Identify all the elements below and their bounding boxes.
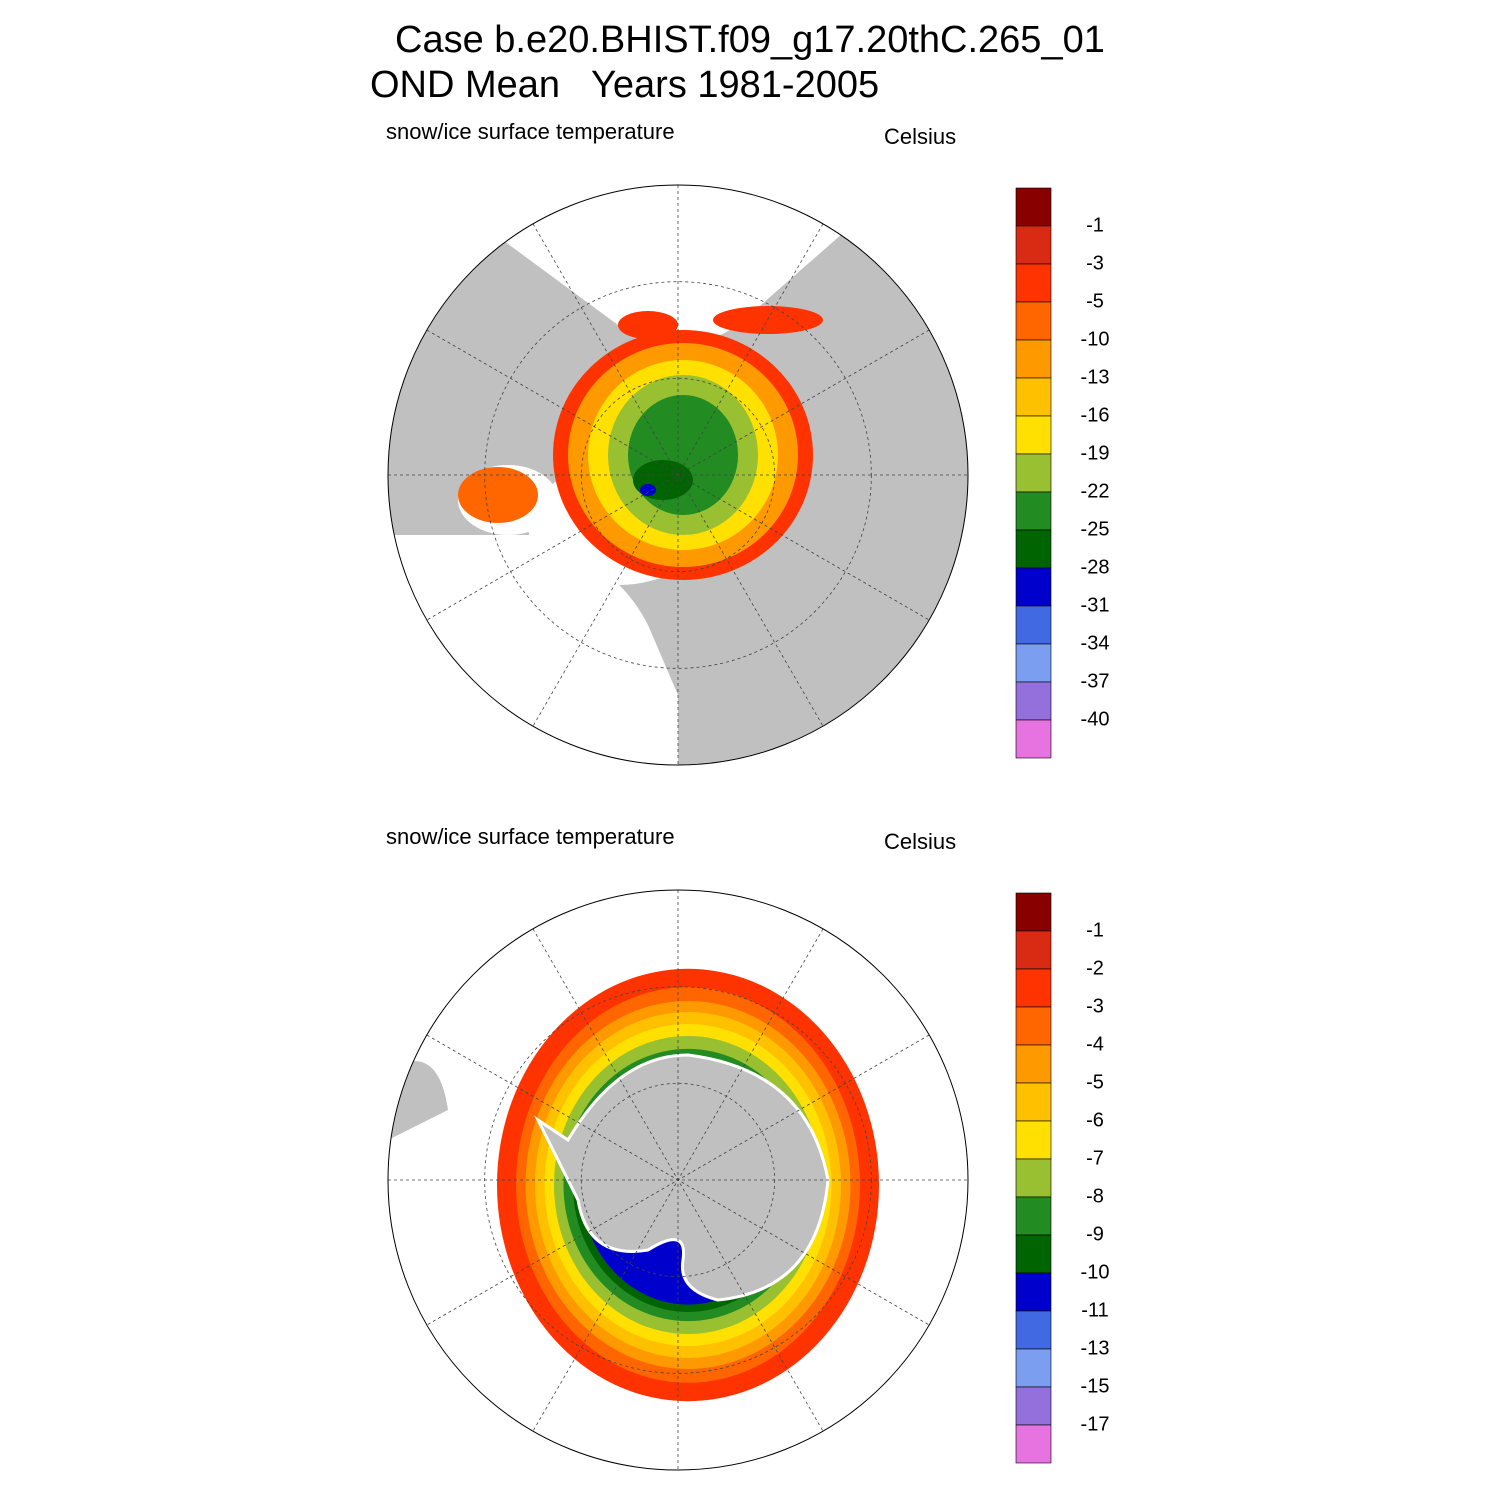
colorbar-box	[1015, 1120, 1052, 1160]
panel-label: snow/ice surface temperature	[386, 824, 675, 849]
colorbar-box	[1015, 529, 1052, 569]
units-label: Celsius	[884, 829, 956, 854]
colorbar-label: -28	[1081, 556, 1110, 578]
colorbar-box	[1015, 1272, 1052, 1312]
colorbar-box	[1015, 1234, 1052, 1274]
colorbar-box	[1015, 1044, 1052, 1084]
colorbar-box	[1015, 377, 1052, 417]
sea-ice	[640, 484, 656, 496]
colorbar-box	[1015, 1310, 1052, 1350]
colorbar-label: -11	[1081, 1299, 1108, 1321]
colorbar-box	[1015, 187, 1052, 227]
colorbar-box	[1015, 1006, 1052, 1046]
panel-label: snow/ice surface temperature	[386, 119, 675, 144]
units-label: Celsius	[884, 124, 956, 149]
colorbar-label: -10	[1081, 1261, 1110, 1283]
map-border	[387, 184, 969, 766]
colorbar-label: -1	[1086, 919, 1104, 941]
colorbar-box	[1015, 681, 1052, 721]
colorbar-box	[1015, 1348, 1052, 1388]
colorbar-label: -2	[1086, 957, 1104, 979]
colorbar-label: -15	[1081, 1375, 1110, 1397]
colorbar-box	[1015, 263, 1052, 303]
colorbar-label: -6	[1086, 1109, 1104, 1131]
colorbar-label: -37	[1081, 670, 1110, 692]
colorbar-box	[1015, 1082, 1052, 1122]
colorbar-label: -7	[1086, 1147, 1104, 1169]
colorbar-box	[1015, 567, 1052, 607]
colorbar-box	[1015, 453, 1052, 493]
colorbar-label: -40	[1081, 708, 1110, 730]
colorbar-box	[1015, 605, 1052, 645]
map-border	[387, 889, 969, 1471]
colorbar-label: -5	[1086, 290, 1104, 312]
colorbar-label: -16	[1081, 404, 1110, 426]
colorbar-label: -10	[1081, 328, 1110, 350]
colorbar-box	[1015, 930, 1052, 970]
colorbar-label: -25	[1081, 518, 1110, 540]
colorbar-label: -4	[1086, 1033, 1104, 1055]
sea-ice	[713, 306, 823, 334]
colorbar-box	[1015, 643, 1052, 683]
sea-ice	[458, 467, 538, 523]
graticule	[426, 329, 930, 621]
colorbar-box	[1015, 1386, 1052, 1426]
colorbar-box	[1015, 415, 1052, 455]
colorbar-label: -1	[1086, 214, 1104, 236]
colorbar-label: -3	[1086, 252, 1104, 274]
colorbar-box	[1015, 301, 1052, 341]
colorbar-label: -31	[1081, 594, 1110, 616]
colorbar-label: -13	[1081, 366, 1110, 388]
colorbar-box	[1015, 1196, 1052, 1236]
colorbar-box	[1015, 339, 1052, 379]
title-line: Case b.e20.BHIST.f09_g17.20thC.265_01	[395, 19, 1105, 61]
colorbar-label: -17	[1081, 1413, 1110, 1435]
colorbar-label: -3	[1086, 995, 1104, 1017]
ocean	[428, 185, 898, 345]
colorbar-label: -34	[1081, 632, 1110, 654]
colorbar-label: -13	[1081, 1337, 1110, 1359]
colorbar-box	[1015, 719, 1052, 759]
colorbar-box	[1015, 1158, 1052, 1198]
colorbar-box	[1015, 968, 1052, 1008]
sea-ice	[628, 395, 738, 515]
colorbar-box	[1015, 491, 1052, 531]
colorbar-label: -19	[1081, 442, 1110, 464]
colorbar-label: -9	[1086, 1223, 1104, 1245]
title-line: OND Mean Years 1981-2005	[370, 64, 879, 106]
colorbar-box	[1015, 892, 1052, 932]
colorbar-box	[1015, 225, 1052, 265]
graticule	[426, 1034, 930, 1326]
colorbar-label: -22	[1081, 480, 1110, 502]
colorbar-box	[1015, 1424, 1052, 1464]
colorbar-label: -8	[1086, 1185, 1104, 1207]
colorbar-label: -5	[1086, 1071, 1104, 1093]
